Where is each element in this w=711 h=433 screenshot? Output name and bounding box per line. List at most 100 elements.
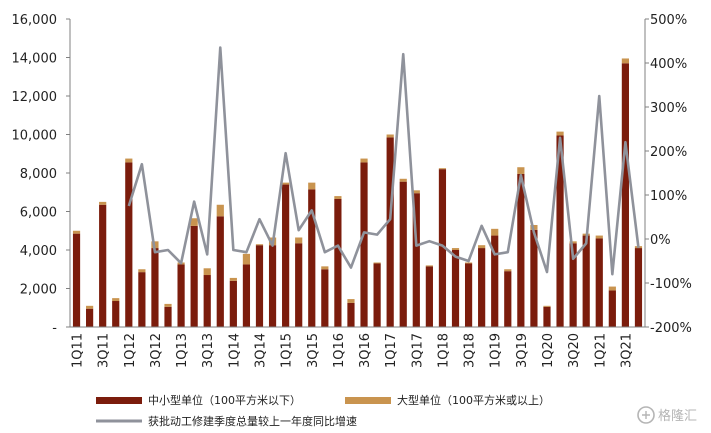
x-tick-label: 1Q12 [123, 333, 138, 368]
right-tick-label: 300% [650, 101, 687, 116]
bar-small-units-1Q20 [543, 306, 551, 327]
watermark: 格隆汇 [637, 406, 697, 424]
bar-small-units-2Q20 [556, 135, 564, 327]
bar-small-units-2Q14 [242, 264, 251, 327]
bars-layer [72, 58, 643, 327]
bar-small-units-4Q11 [112, 301, 120, 327]
bar-small-units-1Q19 [491, 235, 499, 327]
x-tick-label: 3Q19 [515, 333, 530, 368]
bar-small-units-1Q13 [177, 264, 185, 327]
bar-small-units-4Q19 [530, 229, 538, 327]
bar-small-units-4Q13 [216, 216, 224, 327]
bar-small-units-4Q20 [582, 235, 590, 327]
right-tick-label: -200% [650, 321, 692, 336]
bar-small-units-3Q15 [308, 189, 316, 327]
bar-small-units-4Q12 [164, 306, 172, 327]
bar-large-units-2Q12 [138, 269, 146, 273]
x-tick-label: 1Q15 [280, 333, 295, 368]
left-tick-label: - [52, 321, 57, 336]
legend-item-growth-line: 获批动工修建季度总量较上一年度同比增速 [96, 414, 357, 428]
bar-large-units-2Q17 [399, 178, 407, 182]
bar-large-units-1Q16 [334, 196, 342, 199]
bar-small-units-1Q14 [229, 280, 237, 327]
bar-small-units-3Q19 [517, 173, 525, 327]
bar-large-units-3Q18 [464, 262, 473, 264]
bar-large-units-3Q21 [621, 58, 629, 64]
bar-small-units-1Q16 [334, 198, 342, 327]
bar-large-units-3Q19 [517, 167, 525, 174]
bar-small-units-1Q11 [72, 233, 81, 327]
bar-large-units-2Q20 [556, 131, 564, 136]
right-tick-label: 400% [650, 57, 687, 72]
bar-large-units-2Q21 [608, 286, 616, 291]
x-axis-ticks: 1Q11 3Q11 1Q12 3Q12 1Q13 3Q13 1Q14 3Q14 1Q15 3Q15… [71, 333, 635, 368]
right-tick-label: 200% [650, 145, 687, 160]
bar-large-units-3Q17 [412, 190, 420, 194]
bar-large-units-4Q11 [112, 298, 120, 302]
bar-large-units-4Q12 [164, 303, 172, 307]
left-tick-label: 10,000 [12, 129, 58, 144]
bar-large-units-4Q18 [478, 245, 486, 249]
bar-small-units-1Q21 [595, 238, 603, 327]
x-tick-label: 1Q20 [541, 333, 556, 368]
bar-large-units-1Q17 [386, 134, 394, 138]
bar-large-units-1Q14 [229, 277, 237, 281]
growth-rate-line [127, 46, 640, 276]
left-tick-label: 12,000 [12, 90, 58, 105]
bar-large-units-2Q14 [242, 253, 251, 265]
x-tick-label: 3Q20 [567, 333, 582, 368]
bar-large-units-3Q16 [360, 158, 368, 163]
x-tick-label: 1Q21 [593, 333, 608, 368]
bar-large-units-4Q13 [216, 204, 224, 217]
bar-large-units-3Q14 [255, 244, 264, 246]
bar-large-units-4Q15 [321, 266, 329, 270]
left-tick-label: 14,000 [12, 52, 58, 67]
bar-large-units-1Q18 [438, 168, 447, 170]
bar-small-units-4Q21 [634, 248, 643, 327]
left-tick-label: 8,000 [20, 167, 57, 182]
left-tick-label: 2,000 [20, 283, 57, 298]
x-tick-label: 1Q13 [175, 333, 190, 368]
bar-large-units-2Q16 [347, 299, 355, 303]
legend-label-growth-line: 获批动工修建季度总量较上一年度同比增速 [148, 414, 357, 428]
left-axis-ticks: - 2,000 4,000 6,000 8,000 10,000 12,000 14,000 1… [12, 13, 70, 336]
bar-small-units-1Q18 [438, 169, 447, 327]
bar-small-units-2Q13 [190, 225, 198, 327]
bar-small-units-4Q15 [321, 269, 329, 327]
legend: 中小型单位（100平方米以下） 大型单位（100平方米或以上） 获批动工修建季度… [96, 393, 550, 428]
bar-large-units-3Q20 [569, 241, 577, 244]
x-tick-label: 3Q15 [306, 333, 321, 368]
bar-large-units-1Q15 [282, 182, 290, 185]
legend-swatch-large-units [345, 397, 391, 404]
left-tick-label: 16,000 [12, 13, 58, 28]
bar-small-units-1Q12 [125, 162, 133, 327]
bar-small-units-2Q15 [295, 243, 303, 327]
bar-small-units-2Q21 [608, 290, 616, 327]
bar-small-units-3Q16 [360, 162, 368, 327]
bar-large-units-1Q20 [543, 305, 551, 307]
bar-large-units-1Q12 [125, 158, 133, 163]
legend-label-small-units: 中小型单位（100平方米以下） [148, 393, 301, 407]
right-tick-label: 500% [650, 13, 687, 28]
right-tick-label: 0% [650, 233, 671, 248]
legend-item-small-units: 中小型单位（100平方米以下） [96, 393, 301, 407]
growth-line-layer [127, 46, 640, 276]
bar-large-units-1Q19 [491, 228, 499, 236]
bar-small-units-2Q11 [86, 308, 94, 327]
bar-small-units-2Q16 [347, 302, 355, 327]
x-tick-label: 3Q11 [97, 333, 112, 368]
right-tick-label: -100% [650, 277, 692, 292]
bar-small-units-3Q17 [412, 193, 420, 327]
left-tick-label: 4,000 [20, 244, 57, 259]
x-tick-label: 1Q16 [332, 333, 347, 368]
legend-swatch-small-units [96, 397, 142, 404]
bar-large-units-1Q21 [595, 235, 603, 239]
x-tick-label: 1Q17 [384, 333, 399, 368]
left-tick-label: 6,000 [20, 206, 57, 221]
bar-small-units-2Q17 [399, 181, 407, 327]
x-tick-label: 3Q14 [253, 333, 268, 368]
watermark-logo-icon [637, 406, 655, 424]
x-tick-label: 3Q13 [201, 333, 216, 368]
x-tick-label: 3Q16 [358, 333, 373, 368]
